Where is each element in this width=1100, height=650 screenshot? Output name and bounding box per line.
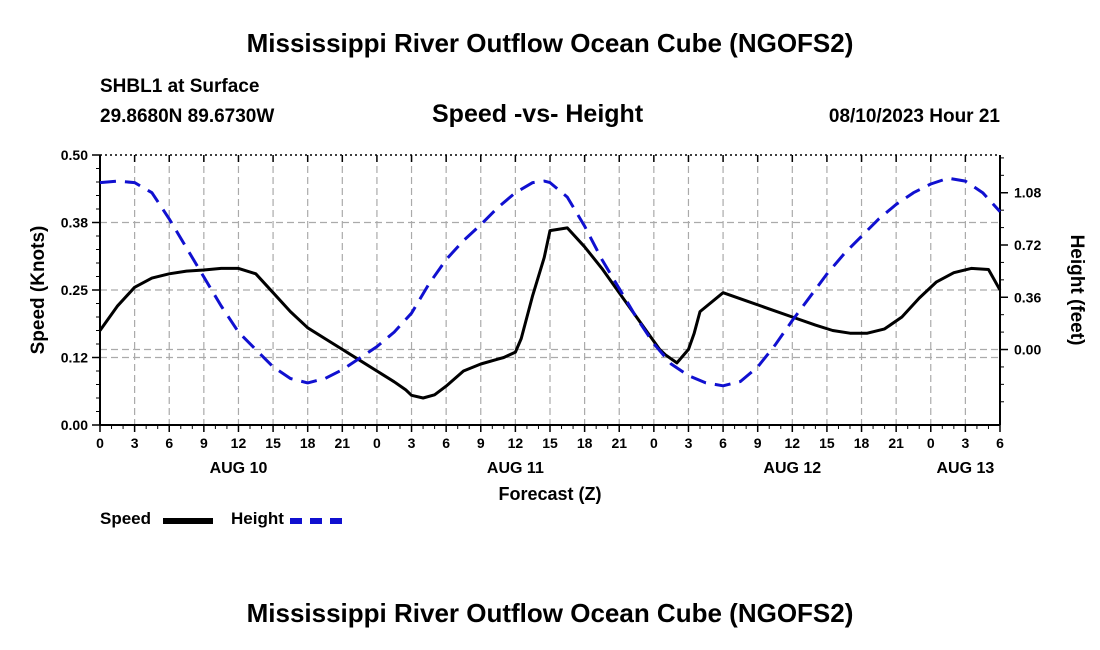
x-tick-label: 15 [542,435,558,451]
station-label: SHBL1 at Surface [100,76,260,97]
y-tick-label: 0.50 [61,147,88,163]
x-tick-label: 6 [442,435,450,451]
x-tick-label: 6 [165,435,173,451]
x-tick-label: 12 [231,435,247,451]
chart-footer-title: Mississippi River Outflow Ocean Cube (NG… [246,598,854,628]
x-tick-label: 9 [754,435,762,451]
x-tick-label: 15 [819,435,835,451]
x-day-label: AUG 10 [210,460,268,477]
chart-subtitle: Speed -vs- Height [432,100,644,128]
x-tick-label: 18 [300,435,316,451]
x-tick-label: 21 [335,435,351,451]
x-tick-label: 0 [650,435,658,451]
y2-tick-label: 1.08 [1014,185,1041,201]
x-tick-label: 15 [265,435,281,451]
x-tick-label: 0 [927,435,935,451]
legend-height-swatch [290,518,342,524]
y2-tick-label: 0.36 [1014,289,1041,305]
station-coordinates: 29.8680N 89.6730W [100,106,275,127]
x-tick-label: 12 [508,435,524,451]
x-tick-label: 9 [477,435,485,451]
legend-height-label: Height [231,509,284,528]
y-tick-label: 0.38 [61,215,88,231]
y2-tick-label: 0.00 [1014,342,1041,358]
y-tick-label: 0.25 [61,282,88,298]
x-tick-label: 3 [961,435,969,451]
x-tick-label: 3 [685,435,693,451]
x-tick-label: 3 [131,435,139,451]
x-tick-label: 12 [785,435,801,451]
x-tick-label: 21 [611,435,627,451]
series-line-speed [98,226,1002,400]
x-tick-label: 18 [854,435,870,451]
x-tick-label: 9 [200,435,208,451]
legend-speed-label: Speed [100,509,152,528]
x-tick-label: 0 [96,435,104,451]
x-tick-label: 3 [408,435,416,451]
x-tick-label: 21 [888,435,904,451]
y2-tick-label: 0.72 [1014,237,1041,253]
x-tick-label: 6 [719,435,727,451]
y2-axis-title: Height (feet) [1066,235,1087,346]
x-day-label: AUG 12 [763,460,821,477]
y-tick-label: 0.00 [61,417,88,433]
x-axis-title: Forecast (Z) [498,484,601,504]
y-axis-title: Speed (Knots) [28,226,49,355]
x-tick-label: 18 [577,435,593,451]
x-tick-label: 0 [373,435,381,451]
x-tick-label: 6 [996,435,1004,451]
forecast-datetime: 08/10/2023 Hour 21 [828,106,1000,127]
x-day-label: AUG 11 [487,460,544,477]
series-line-height [99,176,1002,388]
legend-speed-swatch [163,518,213,524]
chart-main-title: Mississippi River Outflow Ocean Cube (NG… [246,28,854,58]
y-tick-label: 0.12 [61,350,88,366]
x-day-label: AUG 13 [936,460,994,477]
